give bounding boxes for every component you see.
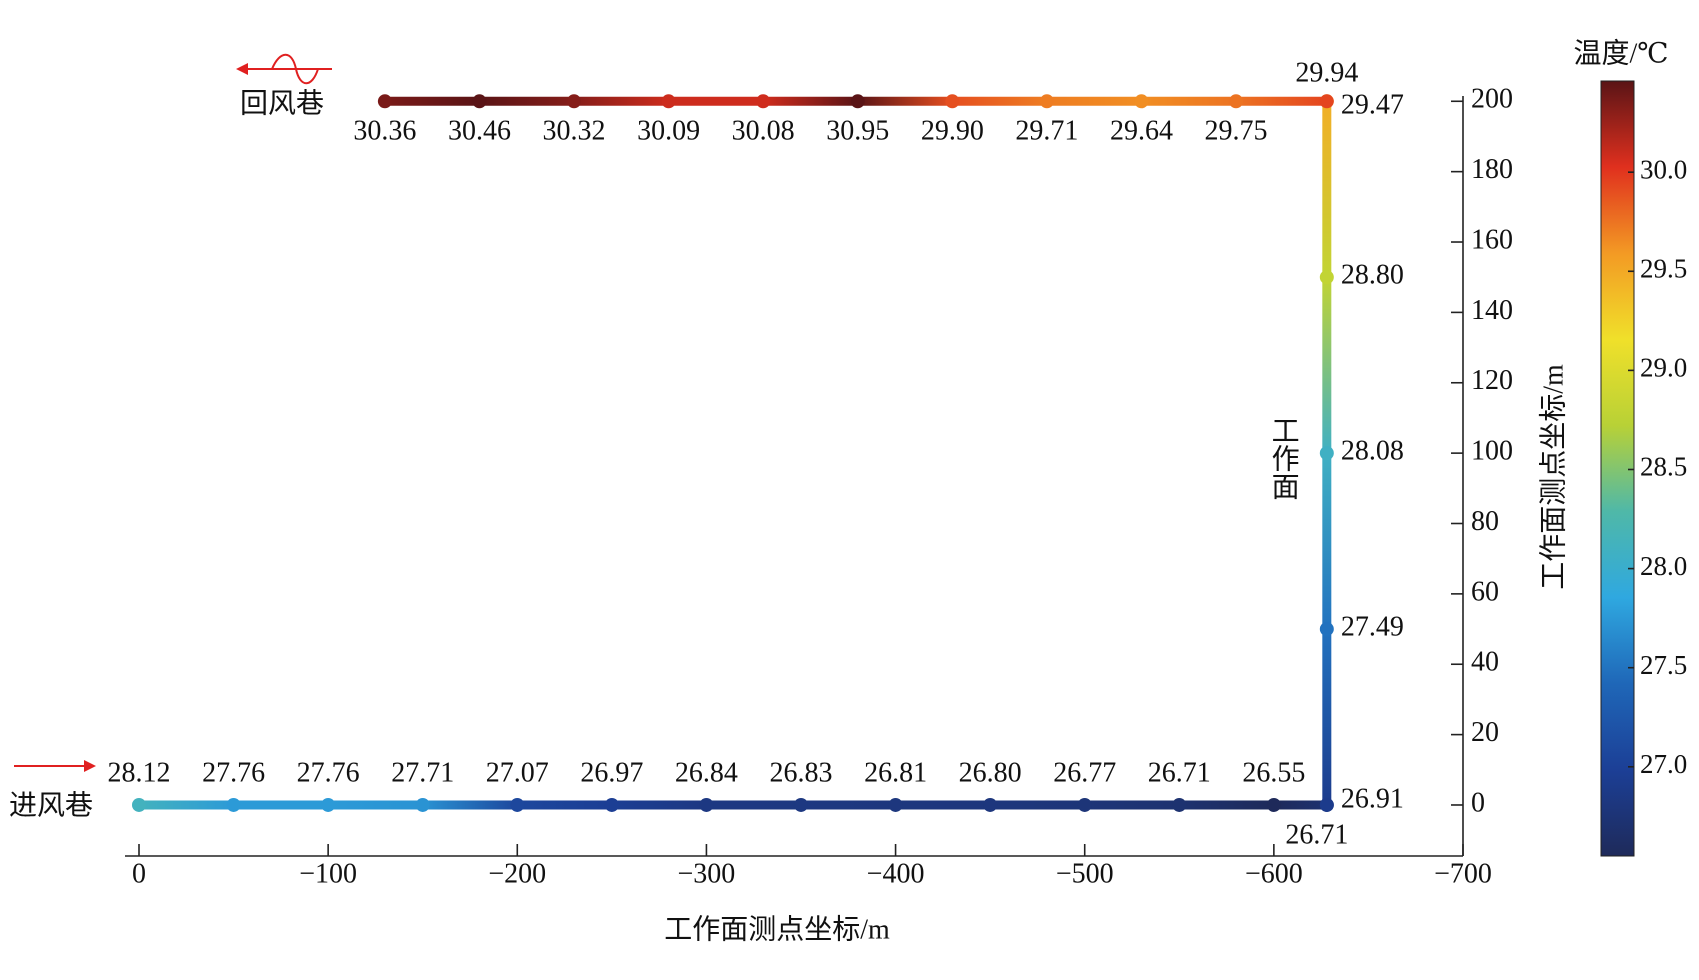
value-label: 27.71 bbox=[391, 757, 454, 788]
measure-point bbox=[321, 797, 336, 812]
measure-point bbox=[132, 797, 146, 812]
value-label: 26.77 bbox=[1053, 757, 1116, 788]
series-label: 工作面 bbox=[1268, 416, 1299, 500]
colorbar-tick-label: 30.0 bbox=[1640, 154, 1687, 184]
value-label: 29.47 bbox=[1341, 90, 1404, 121]
value-label: 29.75 bbox=[1205, 116, 1268, 147]
value-label: 30.32 bbox=[543, 116, 606, 147]
measure-point bbox=[377, 94, 392, 109]
value-label: 27.07 bbox=[486, 757, 549, 788]
value-label: 26.80 bbox=[959, 757, 1022, 788]
y-tick-label: 80 bbox=[1471, 506, 1499, 537]
value-label: 28.80 bbox=[1341, 260, 1404, 291]
x-tick-label: −600 bbox=[1245, 858, 1303, 889]
y-tick-label: 100 bbox=[1471, 436, 1513, 467]
measure-point bbox=[888, 797, 903, 812]
value-label: 28.12 bbox=[108, 757, 171, 788]
x-tick-label: 0 bbox=[132, 858, 146, 889]
y-axis-title: 工作面测点坐标/m bbox=[1537, 364, 1569, 590]
measure-point bbox=[850, 94, 865, 109]
value-label: 30.09 bbox=[637, 116, 700, 147]
value-label: 28.08 bbox=[1341, 436, 1404, 467]
measure-point bbox=[1229, 94, 1244, 109]
x-tick-label: −200 bbox=[488, 858, 546, 889]
series-label: 进风巷 bbox=[9, 789, 93, 821]
measure-point bbox=[1319, 446, 1334, 461]
y-tick-label: 60 bbox=[1471, 576, 1499, 607]
value-label: 26.71 bbox=[1148, 757, 1211, 788]
measure-point bbox=[604, 797, 619, 812]
colorbar-tick-label: 28.5 bbox=[1640, 452, 1687, 482]
x-axis-title: 工作面测点坐标/m bbox=[664, 913, 890, 945]
measure-point bbox=[699, 797, 714, 812]
colorbar-tick-label: 29.0 bbox=[1640, 353, 1687, 383]
measure-point bbox=[415, 797, 430, 812]
value-label: 27.76 bbox=[297, 757, 360, 788]
value-label: 27.49 bbox=[1341, 611, 1404, 642]
value-label: 30.08 bbox=[732, 116, 795, 147]
value-label: 30.95 bbox=[826, 116, 889, 147]
value-label: 30.36 bbox=[353, 116, 416, 147]
value-label: 29.94 bbox=[1295, 58, 1358, 89]
value-label: 26.91 bbox=[1341, 783, 1404, 814]
measure-point bbox=[756, 94, 771, 109]
value-label: 30.46 bbox=[448, 116, 511, 147]
y-tick-label: 40 bbox=[1471, 647, 1499, 678]
y-tick-label: 180 bbox=[1471, 154, 1513, 185]
intake-arrow bbox=[14, 760, 96, 772]
value-label: 26.97 bbox=[580, 757, 643, 788]
x-tick-label: −500 bbox=[1056, 858, 1114, 889]
measure-point bbox=[983, 797, 998, 812]
measure-point bbox=[567, 94, 582, 109]
measure-point bbox=[1319, 797, 1334, 812]
return-arrow bbox=[236, 53, 332, 85]
value-label: 26.55 bbox=[1242, 757, 1305, 788]
y-tick-label: 0 bbox=[1471, 787, 1485, 818]
measure-point bbox=[1266, 797, 1281, 812]
y-tick-label: 140 bbox=[1471, 295, 1513, 326]
series-label: 回风巷 bbox=[240, 87, 324, 119]
measure-point bbox=[1319, 270, 1334, 285]
y-tick-label: 160 bbox=[1471, 224, 1513, 255]
value-label: 26.71 bbox=[1285, 819, 1348, 850]
x-tick-label: −300 bbox=[678, 858, 736, 889]
colorbar-tick-label: 27.0 bbox=[1640, 749, 1687, 779]
value-label: 29.64 bbox=[1110, 116, 1173, 147]
x-tick-label: −400 bbox=[867, 858, 925, 889]
measure-point bbox=[1172, 797, 1187, 812]
value-label: 26.84 bbox=[675, 757, 738, 788]
measure-point bbox=[794, 797, 808, 812]
measure-point bbox=[510, 797, 525, 812]
colorbar bbox=[1600, 80, 1635, 857]
measure-point bbox=[1319, 94, 1334, 109]
value-label: 26.81 bbox=[864, 757, 927, 788]
value-label: 26.83 bbox=[770, 757, 833, 788]
colorbar-tick-label: 28.0 bbox=[1640, 551, 1687, 581]
colorbar-tick-label: 27.5 bbox=[1640, 650, 1687, 680]
value-label: 29.90 bbox=[921, 116, 984, 147]
value-label: 27.76 bbox=[202, 757, 265, 788]
measure-point bbox=[1319, 622, 1334, 637]
measure-point bbox=[661, 94, 676, 109]
measure-point bbox=[1077, 797, 1092, 812]
x-tick-label: −700 bbox=[1434, 858, 1492, 889]
y-tick-label: 20 bbox=[1471, 717, 1499, 748]
measure-point bbox=[1134, 94, 1149, 109]
measure-point bbox=[1039, 94, 1054, 109]
colorbar-tick-label: 29.5 bbox=[1640, 253, 1687, 283]
measure-point bbox=[226, 797, 241, 812]
y-tick-label: 200 bbox=[1471, 84, 1513, 115]
measure-point bbox=[472, 94, 487, 109]
value-label: 29.71 bbox=[1015, 116, 1078, 147]
x-tick-label: −100 bbox=[299, 858, 357, 889]
colorbar-title: 温度/℃ bbox=[1573, 37, 1668, 69]
y-tick-label: 120 bbox=[1471, 365, 1513, 396]
measure-point bbox=[945, 94, 960, 109]
